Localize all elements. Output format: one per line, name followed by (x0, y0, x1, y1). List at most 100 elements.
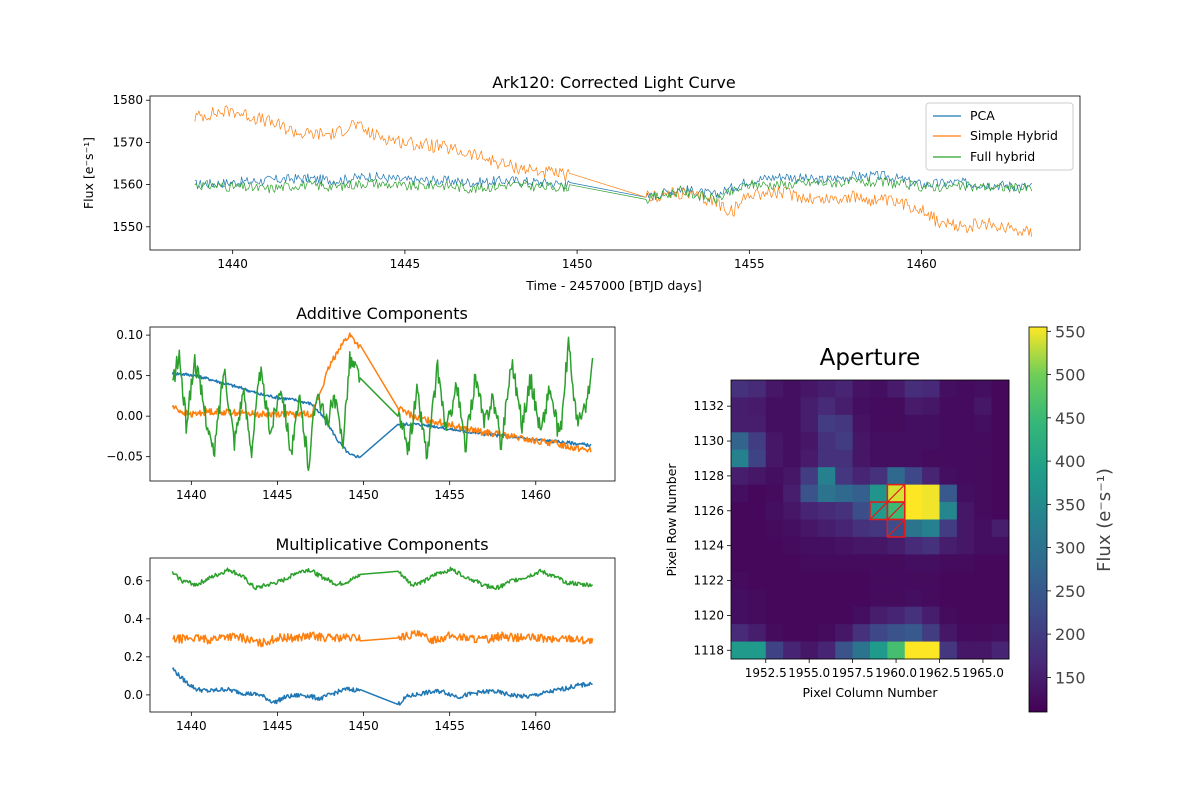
heatmap-cell (887, 449, 906, 468)
heatmap-cell (817, 641, 836, 660)
heatmap-cell (870, 397, 888, 416)
heatmap-cell (748, 467, 767, 486)
heatmap-cell (870, 606, 888, 625)
heatmap-cell (852, 536, 871, 555)
heatmap-cell (765, 589, 784, 608)
x-tick-label: 1460 (521, 719, 552, 733)
heatmap-cell (765, 484, 784, 503)
heatmap-cell (835, 589, 854, 608)
light-curve-xlabel: Time - 2457000 [BTJD days] (525, 278, 701, 293)
heatmap-cell (870, 554, 888, 573)
heatmap-cell (835, 467, 854, 486)
heatmap-cell (800, 502, 819, 520)
y-tick-label: 1124 (693, 539, 724, 553)
heatmap-cell (817, 589, 836, 608)
heatmap-cell (870, 571, 888, 590)
heatmap-cell (835, 536, 854, 555)
heatmap-cell (748, 380, 767, 398)
heatmap-cell (939, 536, 958, 555)
heatmap-cell (731, 536, 749, 555)
heatmap-cell (765, 624, 784, 642)
heatmap-cell (939, 414, 958, 433)
heatmap-cell (974, 414, 993, 433)
x-tick-label: 1450 (562, 257, 593, 271)
heatmap-cell (956, 432, 975, 451)
y-tick-label: 1120 (693, 608, 724, 622)
heatmap-cell (991, 641, 1010, 660)
heatmap-cell (835, 414, 854, 433)
heatmap-cell (765, 571, 784, 590)
heatmap-cell (922, 484, 940, 503)
heatmap-cell (904, 414, 923, 433)
heatmap-cell (991, 589, 1010, 608)
colorbar-tick-label: 350 (1055, 495, 1086, 514)
heatmap-cell (852, 449, 871, 468)
x-tick-label: 1965.0 (962, 666, 1004, 680)
heatmap-cell (904, 380, 923, 398)
heatmap-cell (904, 536, 923, 555)
heatmap-cell (765, 536, 784, 555)
series-line-simple-hybrid (194, 105, 1033, 237)
heatmap-cell (922, 536, 940, 555)
heatmap-cell (956, 449, 975, 468)
heatmap-cell (904, 624, 923, 642)
heatmap-cell (817, 536, 836, 555)
heatmap-cell (922, 449, 940, 468)
y-tick-label: 1550 (112, 220, 143, 234)
heatmap-cell (783, 554, 801, 573)
aperture-hatch (869, 501, 888, 520)
heatmap-cell (870, 484, 888, 503)
x-tick-label: 1952.5 (745, 666, 787, 680)
x-tick-label: 1440 (176, 719, 207, 733)
x-tick-label: 1445 (262, 719, 293, 733)
heatmap-cell (939, 397, 958, 416)
x-tick-label: 1440 (217, 257, 248, 271)
y-tick-label: 0.00 (116, 409, 143, 423)
heatmap-cell (904, 397, 923, 416)
heatmap-cell (904, 449, 923, 468)
heatmap-cell (748, 554, 767, 573)
y-tick-label: 1580 (112, 93, 143, 107)
heatmap-cell (887, 589, 906, 608)
heatmap-cell (748, 589, 767, 608)
heatmap-cell (783, 414, 801, 433)
heatmap-cell (765, 554, 784, 573)
aperture-ylabel: Pixel Row Number (664, 463, 679, 577)
heatmap-cell (870, 414, 888, 433)
heatmap-cell (939, 589, 958, 608)
heatmap-cell (817, 519, 836, 538)
heatmap-cell (956, 554, 975, 573)
heatmap-cell (783, 536, 801, 555)
heatmap-cell (956, 502, 975, 520)
heatmap-cell (852, 554, 871, 573)
heatmap-cell (852, 571, 871, 590)
heatmap-cell (765, 414, 784, 433)
heatmap-cell (870, 449, 888, 468)
y-tick-label: 1570 (112, 135, 143, 149)
heatmap-cell (852, 519, 871, 538)
heatmap-cell (991, 519, 1010, 538)
heatmap-cell (887, 606, 906, 625)
y-tick-label: 0.6 (124, 574, 143, 588)
heatmap-cell (852, 380, 871, 398)
heatmap-cell (887, 467, 906, 486)
heatmap-cell (974, 554, 993, 573)
series-line-multiplicative-1 (171, 667, 593, 706)
heatmap-cell (991, 414, 1010, 433)
heatmap-cell (765, 380, 784, 398)
heatmap-cell (887, 571, 906, 590)
heatmap-cell (783, 449, 801, 468)
x-tick-label: 1955.0 (788, 666, 830, 680)
heatmap-cell (748, 519, 767, 538)
heatmap-cell (835, 606, 854, 625)
heatmap-cell (817, 467, 836, 486)
heatmap-cell (904, 554, 923, 573)
heatmap-cell (748, 502, 767, 520)
heatmap-cell (800, 449, 819, 468)
heatmap-cell (887, 624, 906, 642)
y-tick-label: 0.2 (124, 650, 143, 664)
heatmap-cell (852, 641, 871, 660)
heatmap-cell (956, 414, 975, 433)
heatmap-cell (748, 641, 767, 660)
